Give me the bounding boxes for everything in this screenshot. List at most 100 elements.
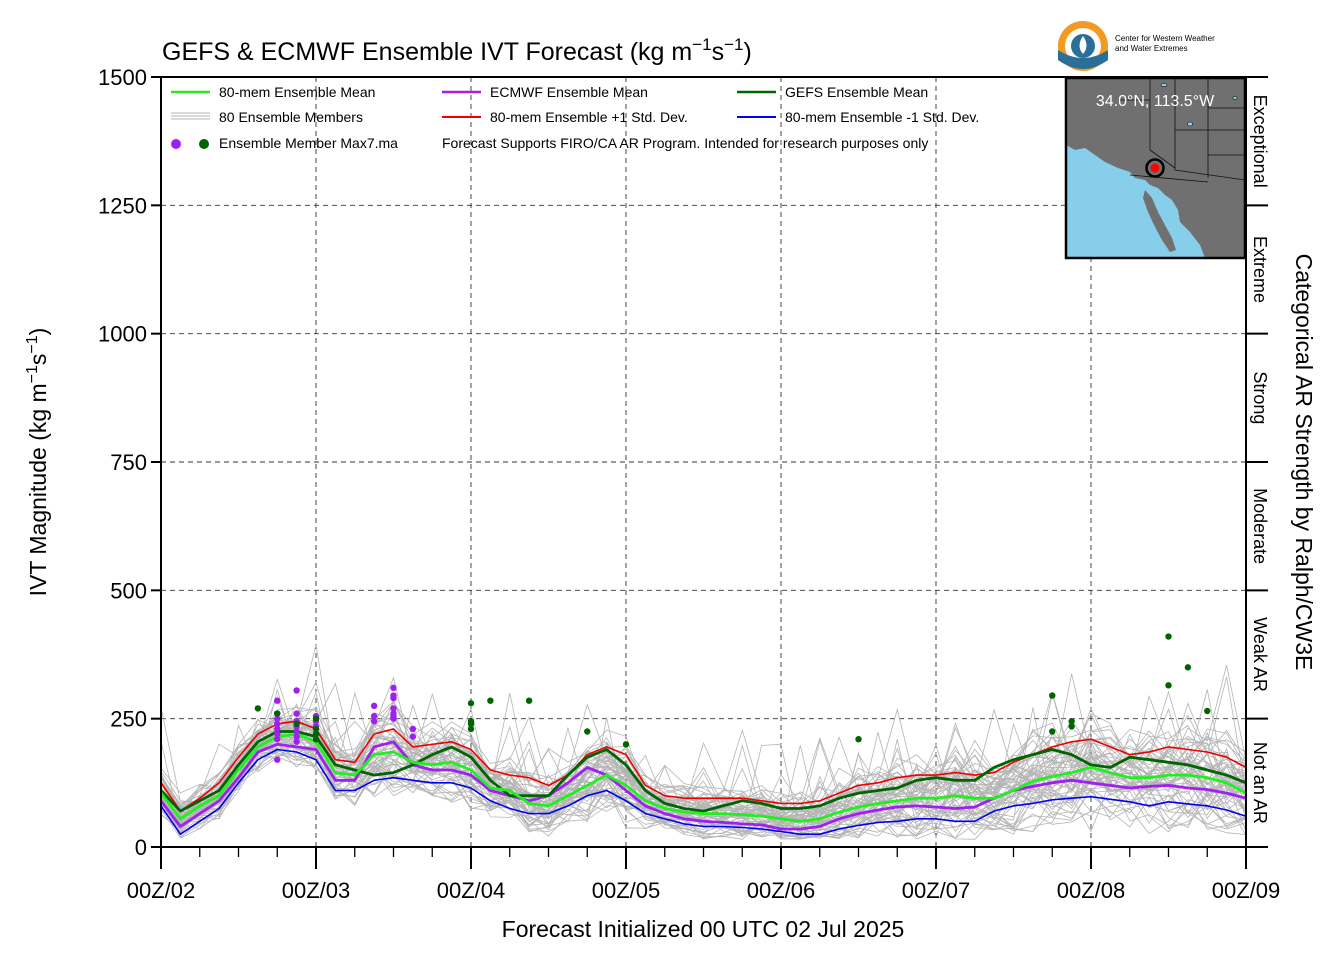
max-point-gefs <box>312 730 320 738</box>
cw3e-logo: Center for Western Weather and Water Ext… <box>1058 21 1215 71</box>
max-point-gefs <box>467 720 475 727</box>
ensemble-member-line <box>161 701 1246 806</box>
right-axis-label: Categorical AR Strength by Ralph/CW3E <box>1291 254 1317 671</box>
y-tick-label: 500 <box>110 578 147 603</box>
legend-item-members: 80 Ensemble Members <box>171 109 363 125</box>
max-point-gefs <box>1184 664 1192 671</box>
y-tick-label: 0 <box>135 835 147 860</box>
x-tick-label: 00Z/08 <box>1057 878 1126 903</box>
legend-item-ecmwf: ECMWF Ensemble Mean <box>442 84 648 100</box>
max-points <box>254 633 1211 763</box>
category-label: Not an AR <box>1250 742 1270 824</box>
max-point-gefs <box>622 741 630 748</box>
legend-item-gefs: GEFS Ensemble Mean <box>737 84 928 100</box>
max-point-ecmwf <box>409 733 417 740</box>
x-tick-label: 00Z/07 <box>902 878 971 903</box>
x-tick-label: 00Z/04 <box>437 878 506 903</box>
svg-text:GEFS Ensemble Mean: GEFS Ensemble Mean <box>785 84 928 100</box>
svg-text:80 Ensemble Members: 80 Ensemble Members <box>219 109 363 125</box>
max-point-gefs <box>1204 707 1211 715</box>
max-point-ecmwf <box>390 715 397 722</box>
ensemble-member-line <box>161 681 1246 818</box>
legend-item-plus: 80-mem Ensemble +1 Std. Dev. <box>442 109 688 125</box>
map-frame <box>1064 76 1247 260</box>
y-tick-label: 1500 <box>98 65 147 90</box>
ensemble-member-line <box>161 726 1246 825</box>
series-line-plus <box>161 720 1246 812</box>
category-label: Strong <box>1250 371 1270 424</box>
category-label: Extreme <box>1250 236 1270 303</box>
logo-drop-icon <box>1079 36 1087 54</box>
max-point-ecmwf <box>293 710 300 717</box>
max-point-gefs <box>1165 633 1172 640</box>
series-line-gefs <box>161 730 1246 813</box>
y-tick-label: 250 <box>110 707 147 732</box>
svg-text:ECMWF Ensemble Mean: ECMWF Ensemble Mean <box>490 84 648 100</box>
max-point-ecmwf <box>274 756 281 763</box>
chart-title: GEFS & ECMWF Ensemble IVT Forecast (kg m… <box>162 35 752 66</box>
x-axis-label: Forecast Initialized 00 UTC 02 Jul 2025 <box>502 916 905 942</box>
ensemble-member-line <box>161 676 1246 820</box>
svg-text:Ensemble Member Max7.ma: Ensemble Member Max7.ma <box>219 135 398 151</box>
logo-text-line2: and Water Extremes <box>1115 44 1188 53</box>
max-point-ecmwf <box>390 684 397 692</box>
max-point-ecmwf <box>274 697 281 704</box>
legend-item-max: Ensemble Member Max7.ma <box>171 135 398 151</box>
series-line-ecmwf <box>161 740 1246 831</box>
ensemble-member-line <box>161 717 1246 840</box>
max-point-gefs <box>312 736 320 743</box>
series-line-minus <box>161 748 1246 836</box>
svg-text:80-mem Ensemble -1 Std. Dev.: 80-mem Ensemble -1 Std. Dev. <box>785 109 979 125</box>
x-tick-label: 00Z/09 <box>1212 878 1281 903</box>
max-point-gefs <box>312 725 320 733</box>
max-point-ecmwf <box>370 712 378 720</box>
svg-text:80-mem Ensemble Mean: 80-mem Ensemble Mean <box>219 84 375 100</box>
max-point-gefs <box>293 720 300 727</box>
legend-item-minus: 80-mem Ensemble -1 Std. Dev. <box>737 109 979 125</box>
logo-text-line1: Center for Western Weather <box>1115 34 1215 43</box>
ensemble-member-line <box>161 743 1246 840</box>
max-point-gefs <box>1165 682 1172 689</box>
max-point-ecmwf <box>390 694 397 702</box>
y-tick-label: 1250 <box>98 193 147 218</box>
max-point-ecmwf <box>293 728 300 735</box>
max-point-ecmwf <box>293 687 300 694</box>
x-tick-label: 00Z/05 <box>592 878 661 903</box>
location-marker-icon <box>1145 158 1165 178</box>
x-tick-label: 00Z/06 <box>747 878 816 903</box>
max-point-gefs <box>254 705 262 712</box>
max-point-gefs <box>1049 728 1056 735</box>
inset-map: 34.0°N, 113.5°W <box>1064 76 1247 260</box>
ensemble-member-line <box>161 693 1246 823</box>
y-axis-label: IVT Magnitude (kg m−1s−1) <box>24 328 51 597</box>
max-point-ecmwf <box>274 720 281 727</box>
max-point-gefs <box>584 728 591 735</box>
max-point-ecmwf <box>370 702 378 710</box>
category-label: Moderate <box>1250 488 1270 564</box>
category-label: Exceptional <box>1250 95 1270 188</box>
series-lines <box>161 720 1246 836</box>
max-point-ecmwf <box>274 736 281 743</box>
y-tick-label: 750 <box>110 450 147 475</box>
max-point-gefs <box>525 697 533 704</box>
max-point-gefs <box>467 700 475 707</box>
x-axis: 00Z/02 00Z/03 00Z/04 00Z/05 00Z/06 00Z/07 00Z/… <box>127 847 1281 903</box>
series-line-mean80 <box>161 732 1246 823</box>
max-point-ecmwf <box>274 725 281 733</box>
ensemble-member-line <box>161 754 1246 839</box>
ensemble-member-line <box>161 699 1246 818</box>
category-label: Weak AR <box>1250 617 1270 692</box>
max-point-ecmwf <box>390 705 397 712</box>
max-point-ecmwf <box>370 718 378 725</box>
max-point-gefs <box>467 725 475 733</box>
x-tick-label: 00Z/03 <box>282 878 351 903</box>
max-point-gefs <box>312 715 320 722</box>
map-borders <box>1118 78 1245 183</box>
max-point-gefs <box>1049 692 1056 699</box>
max-point-ecmwf <box>293 733 300 740</box>
svg-text:80-mem Ensemble +1 Std. Dev.: 80-mem Ensemble +1 Std. Dev. <box>490 109 688 125</box>
max-point-ecmwf <box>274 715 281 722</box>
max-point-gefs <box>1068 718 1075 725</box>
map-location-label: 34.0°N, 113.5°W <box>1096 93 1215 110</box>
